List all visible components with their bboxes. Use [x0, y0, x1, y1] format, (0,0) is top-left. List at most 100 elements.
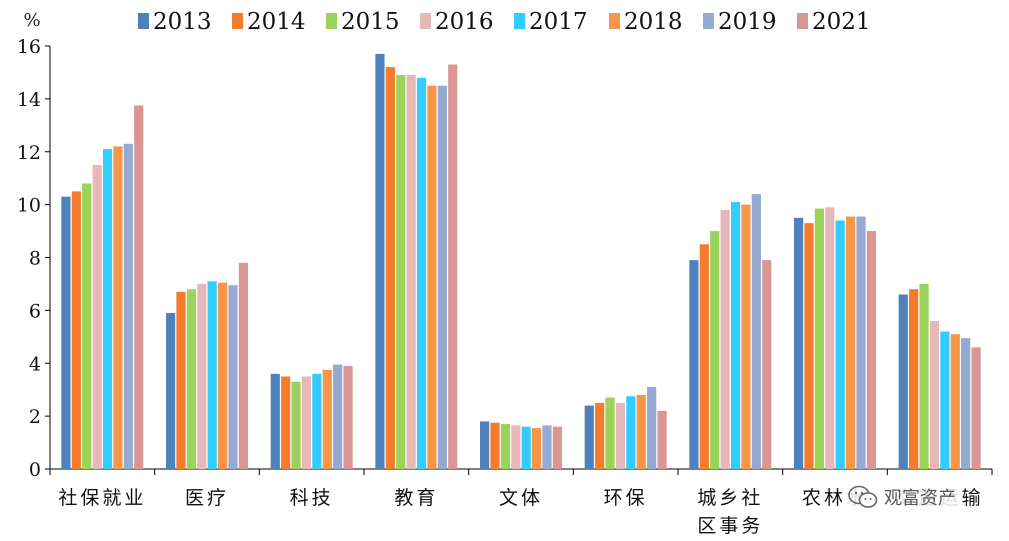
bar-2017-2 [312, 373, 322, 469]
bar-2013-6 [689, 260, 699, 469]
legend-label-2019: 2019 [718, 9, 777, 35]
legend-label-2014: 2014 [247, 9, 306, 35]
bar-2021-7 [866, 231, 876, 469]
bar-2014-1 [176, 291, 186, 469]
bar-2014-7 [804, 223, 814, 469]
bar-2016-2 [301, 376, 312, 469]
watermark-text: 观富资产 [884, 488, 956, 509]
bar-2017-6 [730, 201, 741, 469]
legend-swatch-2018 [609, 13, 620, 29]
x-tick-label: 环保 [604, 487, 648, 509]
legend-swatch-2013 [138, 13, 149, 29]
bar-2018-4 [532, 428, 542, 469]
legend-swatch-2016 [420, 13, 431, 29]
y-tick-label: 8 [29, 248, 41, 270]
x-tick-label: 城乡社区事务 [697, 487, 763, 537]
bar-2013-4 [480, 421, 490, 469]
bar-2013-5 [584, 405, 594, 469]
bar-2015-8 [919, 283, 929, 469]
legend-label-2017: 2017 [529, 9, 588, 35]
bar-2016-0 [92, 164, 102, 469]
y-tick-label: 0 [29, 459, 41, 481]
bar-2015-1 [186, 289, 196, 469]
y-tick-label: 14 [17, 89, 41, 111]
bar-2015-6 [710, 231, 720, 469]
bar-2014-0 [71, 191, 81, 469]
bar-2018-3 [427, 85, 437, 469]
bar-2017-1 [207, 281, 217, 469]
bar-2013-7 [794, 217, 804, 469]
y-tick-label: 6 [29, 300, 41, 322]
bar-2021-1 [238, 262, 248, 469]
bar-2016-3 [406, 75, 416, 470]
bar-2015-4 [500, 424, 510, 469]
legend: 2013 2014 2015 2016 2017 2018 2019 2021 [138, 9, 871, 35]
bar-2019-7 [856, 216, 866, 469]
bar-2015-0 [82, 183, 92, 469]
bar-2013-8 [898, 294, 908, 469]
bar-2021-5 [657, 410, 667, 469]
bar-2014-3 [385, 67, 395, 470]
bar-2017-5 [626, 396, 636, 469]
bar-2014-6 [699, 244, 709, 469]
bar-2014-8 [909, 289, 919, 469]
bars [61, 53, 981, 470]
bar-2013-0 [61, 196, 71, 469]
x-tick-label: 医疗 [185, 487, 229, 509]
legend-label-2016: 2016 [435, 9, 494, 35]
bar-2018-7 [846, 216, 856, 469]
y-tick-label: 16 [17, 36, 41, 58]
bar-2018-6 [741, 204, 751, 469]
x-tick-label: 社保就业 [58, 487, 146, 509]
bar-2018-5 [636, 394, 646, 469]
bar-2015-5 [605, 397, 615, 469]
legend-label-2013: 2013 [153, 9, 212, 35]
bar-2017-8 [940, 331, 950, 469]
x-axis: 社保就业医疗科技教育文体环保城乡社区事务农林水交通运输 [49, 468, 993, 537]
watermark: 观富资产 [842, 480, 962, 514]
bar-2021-0 [134, 105, 144, 469]
bar-2019-2 [333, 364, 343, 469]
y-tick-label: 10 [17, 195, 41, 217]
y-axis: 0 2 4 6 8 10 12 14 16 [17, 36, 51, 481]
x-tick-label: 科技 [290, 487, 334, 509]
bar-2016-5 [615, 402, 626, 469]
bar-2021-8 [971, 347, 981, 469]
bar-2017-3 [416, 77, 427, 469]
bar-2015-2 [291, 381, 301, 469]
bar-2018-0 [113, 146, 123, 469]
bar-2016-1 [197, 283, 207, 469]
y-axis-unit-label: % [23, 10, 40, 31]
legend-swatch-2014 [232, 13, 243, 29]
bar-2021-6 [762, 260, 772, 469]
bar-2013-3 [375, 53, 385, 470]
bar-2014-5 [595, 402, 605, 469]
bar-2016-8 [929, 320, 940, 469]
bar-2014-4 [490, 422, 500, 469]
bar-2016-4 [511, 425, 521, 469]
legend-label-2015: 2015 [341, 9, 400, 35]
bar-2019-6 [751, 194, 761, 470]
x-tick-label: 文体 [499, 487, 543, 509]
bar-2017-7 [835, 220, 845, 469]
bar-2021-3 [448, 64, 458, 469]
bar-2015-7 [814, 208, 824, 469]
legend-swatch-2017 [514, 13, 525, 29]
bar-2014-2 [281, 376, 291, 469]
bar-2018-2 [322, 369, 332, 469]
legend-swatch-2021 [797, 13, 808, 29]
legend-label-2018: 2018 [624, 9, 683, 35]
bar-2019-1 [228, 285, 238, 469]
bar-2013-2 [270, 373, 280, 469]
bar-2013-1 [166, 313, 176, 469]
bar-2016-7 [825, 207, 835, 470]
bar-2018-8 [950, 334, 960, 469]
bar-2016-6 [720, 209, 730, 469]
bar-2021-4 [552, 426, 562, 469]
bar-2019-4 [542, 425, 552, 469]
bar-2018-1 [218, 282, 228, 469]
legend-label-2021: 2021 [812, 9, 871, 35]
bar-2017-0 [102, 149, 113, 469]
y-tick-label: 2 [29, 406, 41, 428]
